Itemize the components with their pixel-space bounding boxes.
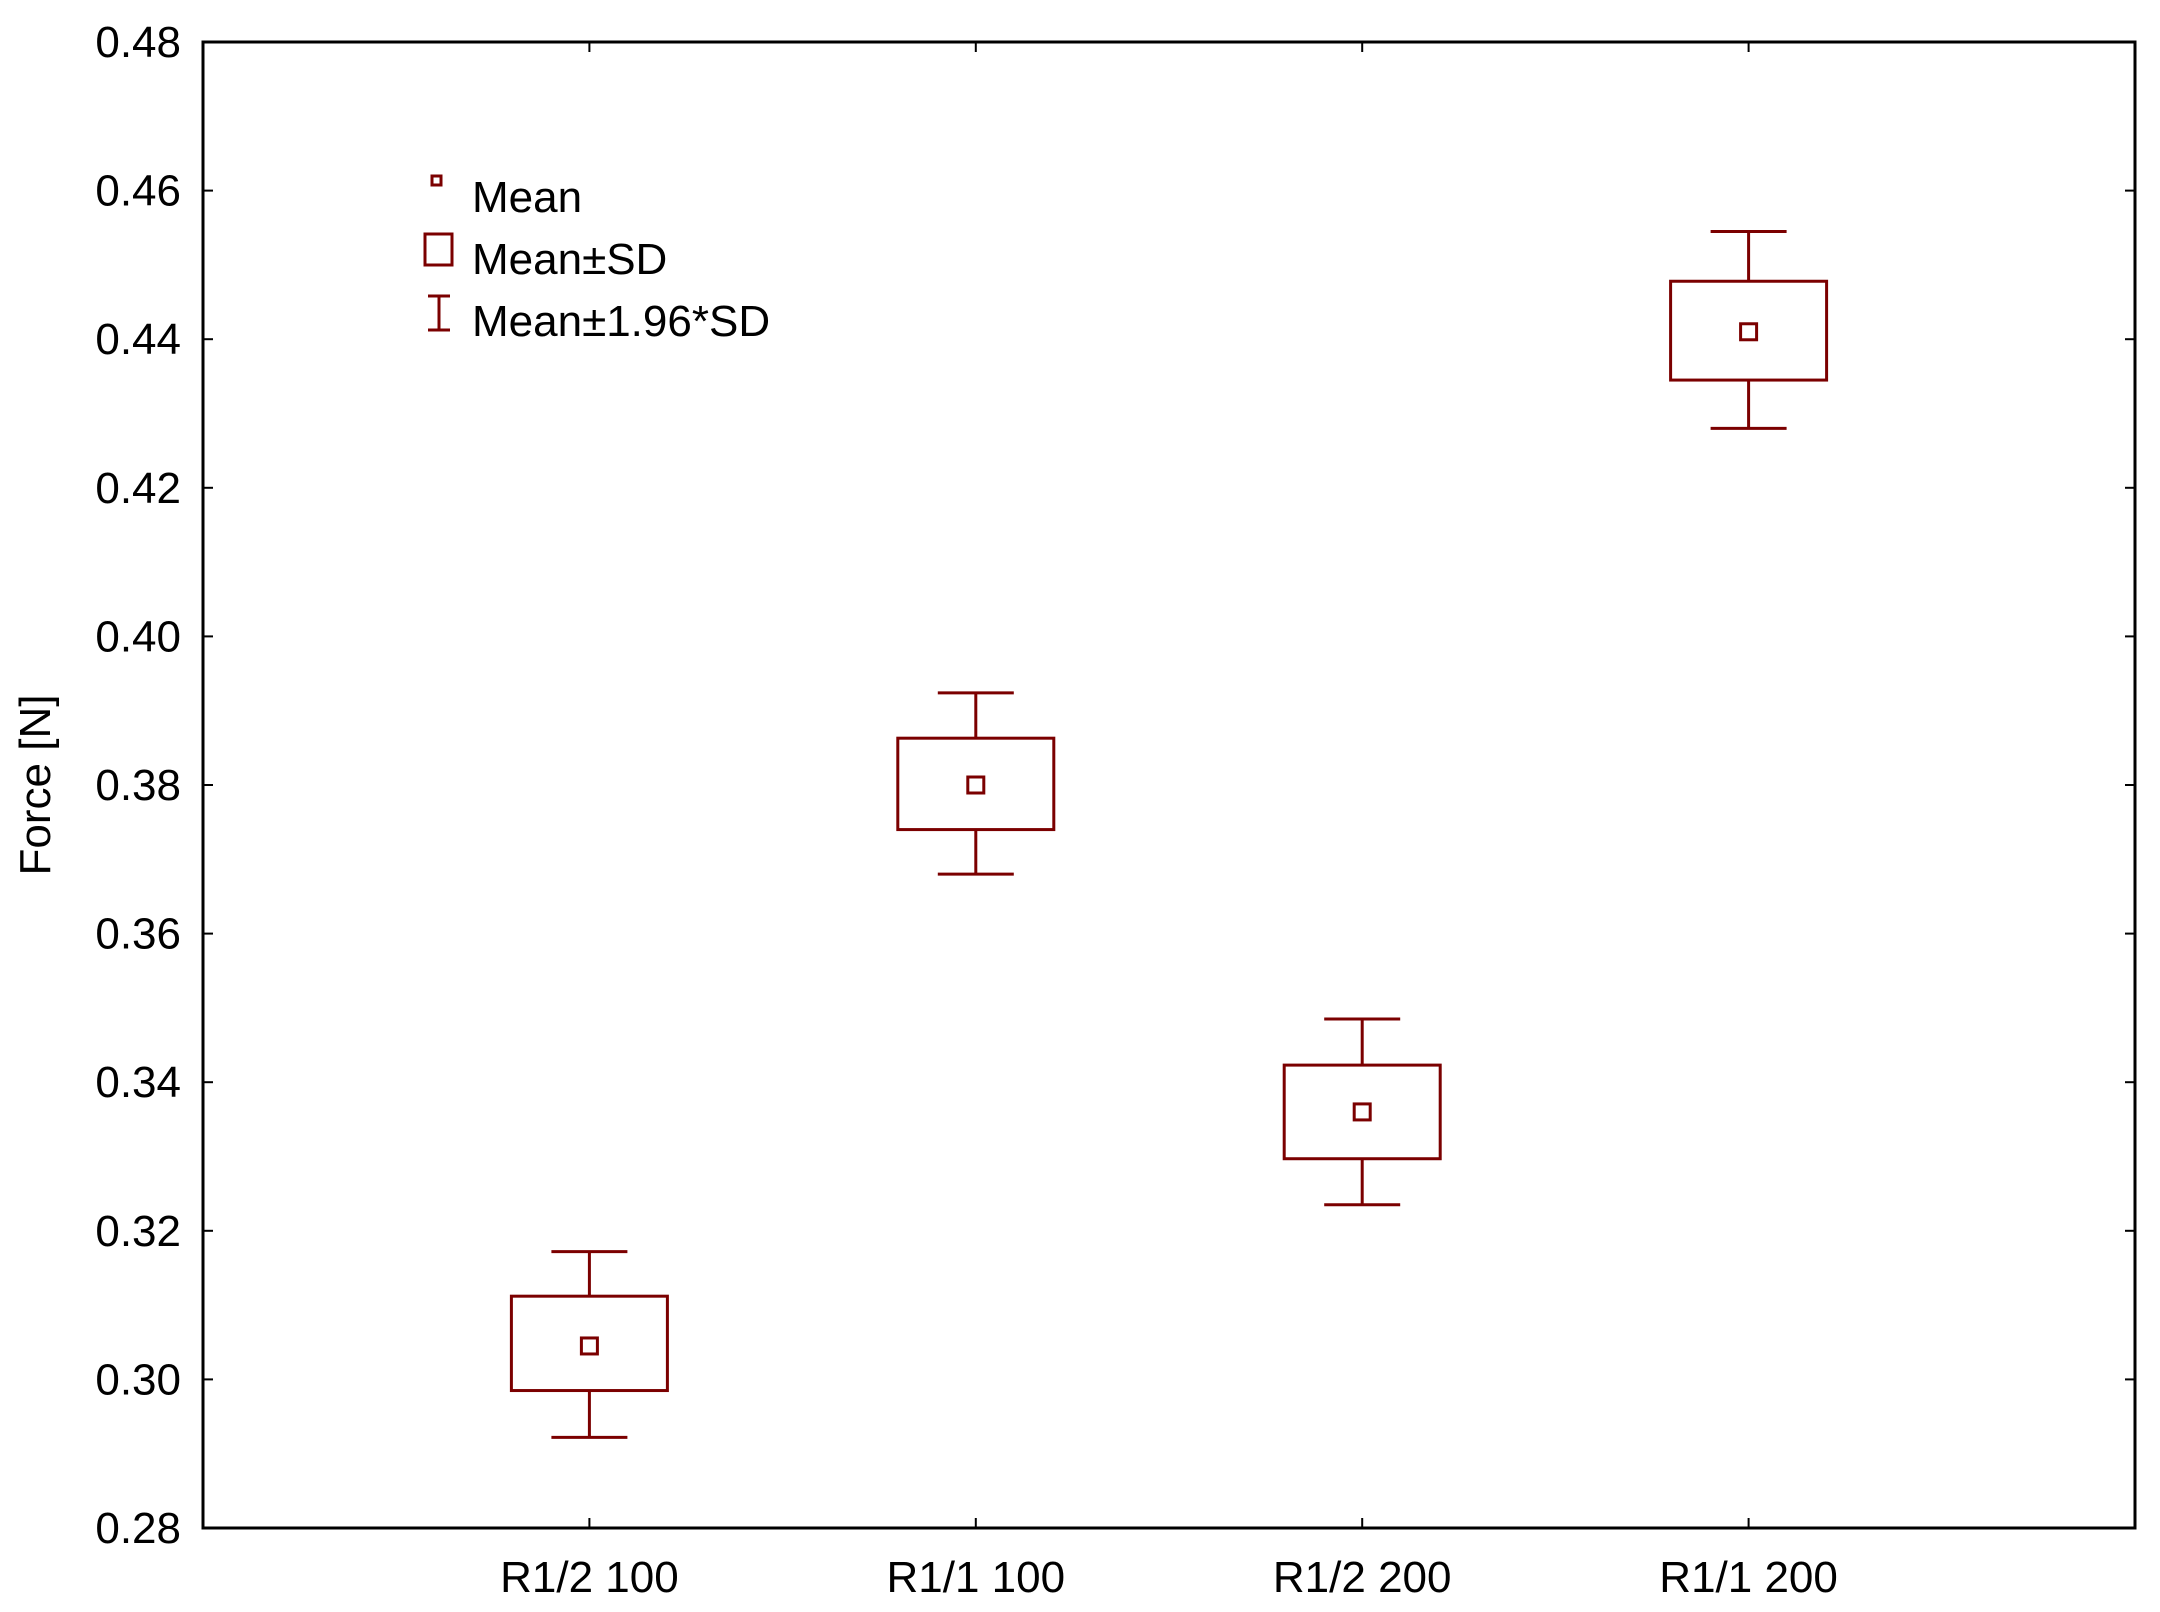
- mean-point: [1739, 322, 1759, 342]
- y-tick-label: 0.48: [95, 18, 181, 67]
- x-tick-label: R1/2 100: [500, 1553, 679, 1602]
- legend-mean-icon: [430, 174, 443, 187]
- x-axis-ticks: R1/2 100 R1/1 100 R1/2 200 R1/1 200: [500, 42, 1838, 1602]
- y-tick-label: 0.38: [95, 761, 181, 810]
- y-tick-label: 0.34: [95, 1058, 181, 1107]
- legend-sd-label: Mean±SD: [472, 235, 667, 284]
- y-tick-label: 0.46: [95, 167, 181, 216]
- y-axis-ticks: 0.28 0.30 0.32 0.34 0.36 0.38 0.40 0.42 0.44 0.46…: [95, 18, 2135, 1553]
- mean-point: [1352, 1102, 1372, 1122]
- legend: Mean Mean±SD Mean±1.96*SD: [423, 173, 770, 346]
- y-tick-label: 0.42: [95, 464, 181, 513]
- sd-box: [1669, 279, 1829, 382]
- legend-whisker-label: Mean±1.96*SD: [472, 297, 770, 346]
- sd-box: [1282, 1063, 1442, 1161]
- mean-point: [579, 1336, 599, 1356]
- box-marks: [509, 229, 1829, 1439]
- y-tick-label: 0.28: [95, 1504, 181, 1553]
- y-tick-label: 0.40: [95, 612, 181, 661]
- y-tick-label: 0.36: [95, 910, 181, 959]
- y-tick-label: 0.44: [95, 315, 181, 364]
- y-tick-label: 0.32: [95, 1207, 181, 1256]
- legend-whisker-icon: [428, 294, 450, 332]
- x-tick-label: R1/1 200: [1659, 1553, 1838, 1602]
- legend-sd-box-icon: [423, 232, 454, 267]
- y-tick-label: 0.30: [95, 1355, 181, 1404]
- sd-box: [509, 1294, 669, 1393]
- sd-box: [896, 736, 1056, 832]
- x-tick-label: R1/1 100: [887, 1553, 1066, 1602]
- x-tick-label: R1/2 200: [1273, 1553, 1452, 1602]
- y-axis-label: Force [N]: [11, 695, 60, 876]
- legend-mean-label: Mean: [472, 173, 582, 222]
- mean-point: [966, 775, 986, 795]
